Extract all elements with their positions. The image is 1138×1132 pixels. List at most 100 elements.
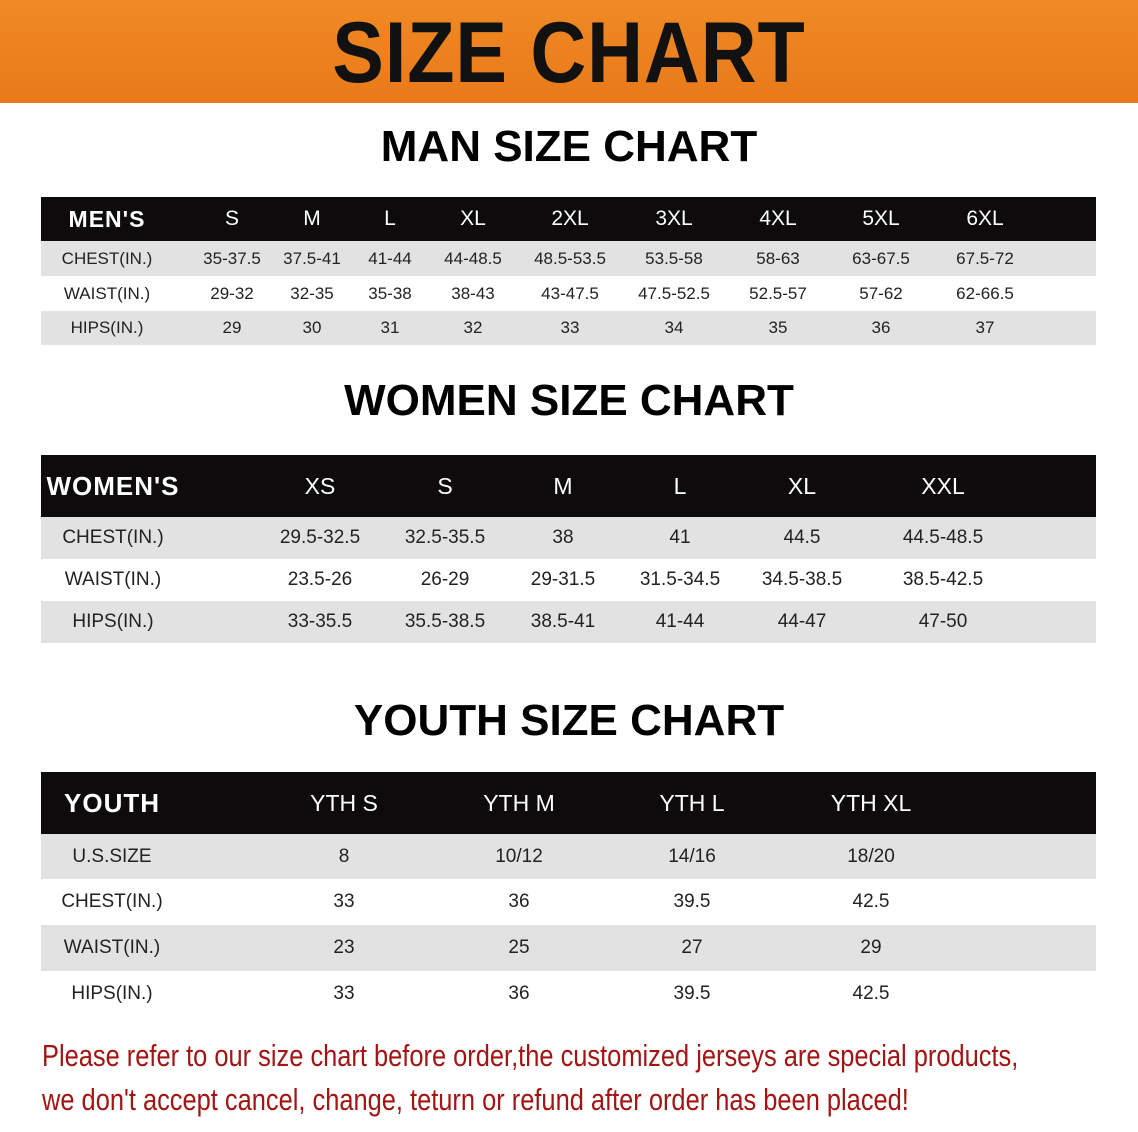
size-header-cell: S bbox=[437, 472, 453, 499]
table-row: CHEST(IN.) 29.5-32.5 32.5-35.5 38 41 44.5 44.5… bbox=[41, 517, 1096, 559]
women-section-title: WOMEN SIZE CHART bbox=[344, 376, 794, 425]
table-cell: 62-66.5 bbox=[956, 283, 1014, 303]
banner: SIZE CHART bbox=[0, 0, 1138, 103]
size-header-cell: M bbox=[303, 207, 321, 230]
table-cell: 32 bbox=[463, 318, 483, 337]
table-cell: 34 bbox=[664, 318, 684, 337]
table-cell: 35-38 bbox=[368, 283, 412, 303]
table-cell: 41-44 bbox=[368, 248, 412, 268]
table-cell: 44.5-48.5 bbox=[902, 527, 984, 548]
table-cell: 32-35 bbox=[290, 283, 334, 303]
table-cell: 44-48.5 bbox=[444, 248, 502, 268]
size-header-cell: YTH L bbox=[659, 789, 725, 816]
size-header-cell: L bbox=[384, 207, 396, 230]
table-row: WAIST(IN.) 29-32 32-35 35-38 38-43 43-47.5 47.… bbox=[41, 276, 1096, 311]
table-cell: 47-50 bbox=[918, 611, 968, 632]
table-cell: 29-32 bbox=[210, 283, 254, 303]
table-cell: 38.5-41 bbox=[530, 611, 596, 632]
table-cell: 37.5-41 bbox=[283, 248, 341, 268]
table-cell: 35.5-38.5 bbox=[404, 611, 486, 632]
table-cell: 35 bbox=[768, 318, 788, 337]
table-cell: 33 bbox=[333, 982, 355, 1004]
table-cell: 33 bbox=[333, 891, 355, 912]
size-header-cell: 6XL bbox=[966, 207, 1004, 230]
table-cell: 39.5 bbox=[673, 891, 711, 912]
table-cell: 43-47.5 bbox=[541, 283, 599, 303]
table-cell: 31 bbox=[380, 318, 400, 337]
table-cell: 29 bbox=[860, 937, 882, 958]
header-row: WOMEN'S XS S M L XL XXL bbox=[41, 455, 1096, 517]
table-row: HIPS(IN.) 29 30 31 32 33 34 35 36 37 bbox=[41, 311, 1096, 345]
table-row: U.S.SIZE 8 10/12 14/16 18/20 bbox=[41, 834, 1096, 879]
notice-line-1: Please refer to our size chart before or… bbox=[42, 1038, 1019, 1073]
table-cell: 41-44 bbox=[655, 611, 705, 632]
size-header-cell: L bbox=[673, 472, 687, 499]
table-cell: 57-62 bbox=[859, 283, 903, 303]
table-cell: 41 bbox=[669, 527, 691, 548]
table-cell: 18/20 bbox=[847, 845, 895, 867]
men-section-title: MAN SIZE CHART bbox=[380, 122, 758, 171]
women-size-table: WOMEN'S XS S M L XL XXL CHEST(IN.) 29.5-32.5 32.5… bbox=[41, 455, 1096, 643]
table-title-cell: WOMEN'S bbox=[46, 470, 180, 501]
measure-label-cell: HIPS(IN.) bbox=[71, 982, 153, 1004]
table-cell: 36 bbox=[508, 891, 530, 912]
measure-label-cell: CHEST(IN.) bbox=[61, 248, 153, 268]
table-cell: 23.5-26 bbox=[287, 569, 353, 590]
table-cell: 39.5 bbox=[673, 982, 711, 1004]
table-row: HIPS(IN.) 33-35.5 35.5-38.5 38.5-41 41-44 44-… bbox=[41, 601, 1096, 643]
table-cell: 29-31.5 bbox=[530, 569, 596, 590]
size-header-cell: XL bbox=[460, 207, 486, 230]
measure-label-cell: CHEST(IN.) bbox=[62, 527, 164, 548]
table-cell: 58-63 bbox=[756, 248, 800, 268]
table-cell: 33-35.5 bbox=[287, 611, 353, 632]
table-row: HIPS(IN.) 33 36 39.5 42.5 bbox=[41, 971, 1096, 1016]
header-row: YOUTH YTH S YTH M YTH L YTH XL bbox=[41, 772, 1096, 834]
table-cell: 67.5-72 bbox=[956, 248, 1014, 268]
size-header-cell: 3XL bbox=[655, 207, 693, 230]
size-header-cell: 5XL bbox=[862, 207, 900, 230]
table-cell: 25 bbox=[508, 937, 530, 958]
table-title-cell: YOUTH bbox=[64, 787, 160, 818]
youth-size-table: YOUTH YTH S YTH M YTH L YTH XL U.S.SIZE 8 10/12… bbox=[41, 772, 1096, 1016]
youth-section-title: YOUTH SIZE CHART bbox=[353, 696, 785, 745]
table-cell: 36 bbox=[508, 982, 530, 1004]
size-header-cell: 2XL bbox=[551, 207, 589, 230]
size-header-cell: M bbox=[553, 472, 573, 499]
measure-label-cell: HIPS(IN.) bbox=[70, 318, 144, 337]
table-cell: 38.5-42.5 bbox=[902, 569, 984, 590]
table-cell: 52.5-57 bbox=[749, 283, 807, 303]
table-row: CHEST(IN.) 35-37.5 37.5-41 41-44 44-48.5 48.5… bbox=[41, 241, 1096, 276]
table-row: WAIST(IN.) 23.5-26 26-29 29-31.5 31.5-34.5 34… bbox=[41, 559, 1096, 601]
table-cell: 30 bbox=[302, 318, 322, 337]
size-header-cell: YTH S bbox=[310, 789, 378, 816]
table-cell: 14/16 bbox=[668, 845, 716, 867]
table-cell: 23 bbox=[333, 937, 355, 958]
table-cell: 34.5-38.5 bbox=[761, 569, 843, 590]
table-cell: 42.5 bbox=[852, 891, 890, 912]
table-cell: 42.5 bbox=[852, 982, 890, 1004]
measure-label-cell: CHEST(IN.) bbox=[61, 891, 163, 912]
table-cell: 31.5-34.5 bbox=[639, 569, 721, 590]
table-cell: 38 bbox=[552, 527, 574, 548]
size-header-cell: 4XL bbox=[759, 207, 797, 230]
table-cell: 47.5-52.5 bbox=[638, 283, 710, 303]
table-cell: 44-47 bbox=[777, 611, 827, 632]
table-row: CHEST(IN.) 33 36 39.5 42.5 bbox=[41, 879, 1096, 925]
size-header-cell: XL bbox=[787, 472, 817, 499]
table-cell: 10/12 bbox=[495, 845, 543, 867]
measure-label-cell: WAIST(IN.) bbox=[63, 283, 151, 303]
table-cell: 29.5-32.5 bbox=[279, 527, 361, 548]
table-title-cell: MEN'S bbox=[68, 205, 146, 232]
table-cell: 37 bbox=[975, 318, 995, 337]
measure-label-cell: U.S.SIZE bbox=[72, 845, 152, 867]
table-cell: 48.5-53.5 bbox=[534, 248, 606, 268]
table-cell: 38-43 bbox=[451, 283, 495, 303]
table-cell: 27 bbox=[681, 937, 703, 958]
table-cell: 33 bbox=[560, 318, 580, 337]
size-header-cell: YTH M bbox=[483, 789, 555, 816]
table-row: WAIST(IN.) 23 25 27 29 bbox=[41, 925, 1096, 971]
table-cell: 32.5-35.5 bbox=[404, 527, 486, 548]
size-header-cell: XXL bbox=[921, 472, 965, 499]
men-size-table: MEN'S S M L XL 2XL 3XL 4XL 5XL 6XL CHEST(IN.) 35-37… bbox=[41, 197, 1096, 345]
header-row: MEN'S S M L XL 2XL 3XL 4XL 5XL 6XL bbox=[41, 197, 1096, 241]
